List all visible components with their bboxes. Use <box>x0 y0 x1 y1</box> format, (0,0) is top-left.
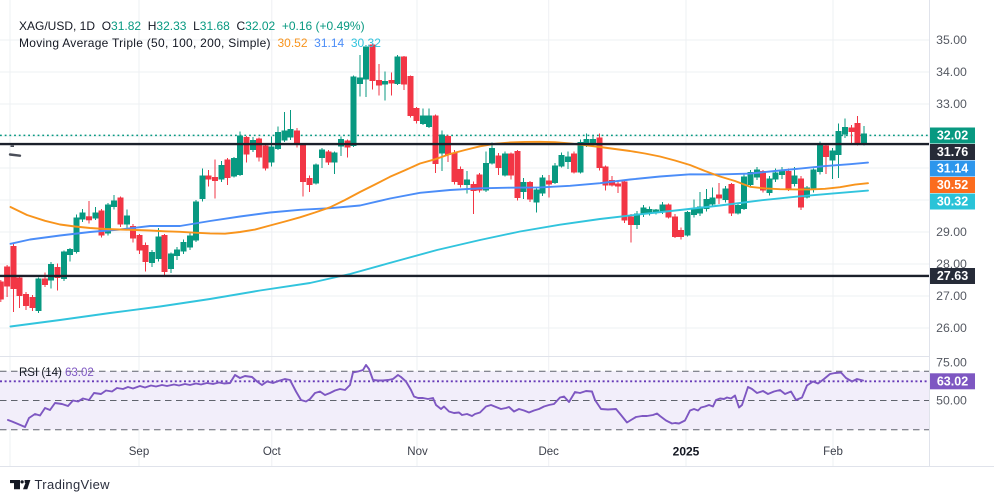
svg-text:XAG/USD, 1D O31.82 H32.33 L: XAG/USD, 1D O31.82 H32.33 L31.68 C32.02 … <box>19 19 365 33</box>
svg-text:Oct: Oct <box>263 446 282 458</box>
svg-text:50.00: 50.00 <box>936 394 967 408</box>
svg-text:35.00: 35.00 <box>936 33 967 47</box>
svg-text:RSI (14) 63.02: RSI (14) 63.02 <box>19 367 94 379</box>
svg-text:30.52: 30.52 <box>937 178 968 192</box>
svg-text:33.00: 33.00 <box>936 97 967 111</box>
svg-text:30.32: 30.32 <box>937 195 968 209</box>
svg-text:63.02: 63.02 <box>937 374 968 388</box>
svg-text:34.00: 34.00 <box>936 65 967 79</box>
svg-text:28.00: 28.00 <box>936 257 967 271</box>
svg-text:2025: 2025 <box>673 445 700 459</box>
svg-text:26.00: 26.00 <box>936 321 967 335</box>
svg-text:27.00: 27.00 <box>936 289 967 303</box>
svg-text:TradingView: TradingView <box>35 477 111 492</box>
svg-text:31.76: 31.76 <box>937 145 968 159</box>
svg-text:Feb: Feb <box>823 446 843 458</box>
svg-text:27.63: 27.63 <box>937 269 968 283</box>
svg-text:75.00: 75.00 <box>936 356 967 370</box>
svg-text:31.14: 31.14 <box>937 162 968 176</box>
svg-text:Moving Average Triple (50, 100: Moving Average Triple (50, 100, 200, Sim… <box>19 36 381 50</box>
svg-text:Dec: Dec <box>538 446 559 458</box>
svg-text:29.00: 29.00 <box>936 225 967 239</box>
svg-text:32.02: 32.02 <box>937 129 968 143</box>
svg-text:Sep: Sep <box>129 446 149 458</box>
svg-text:Nov: Nov <box>407 446 428 458</box>
